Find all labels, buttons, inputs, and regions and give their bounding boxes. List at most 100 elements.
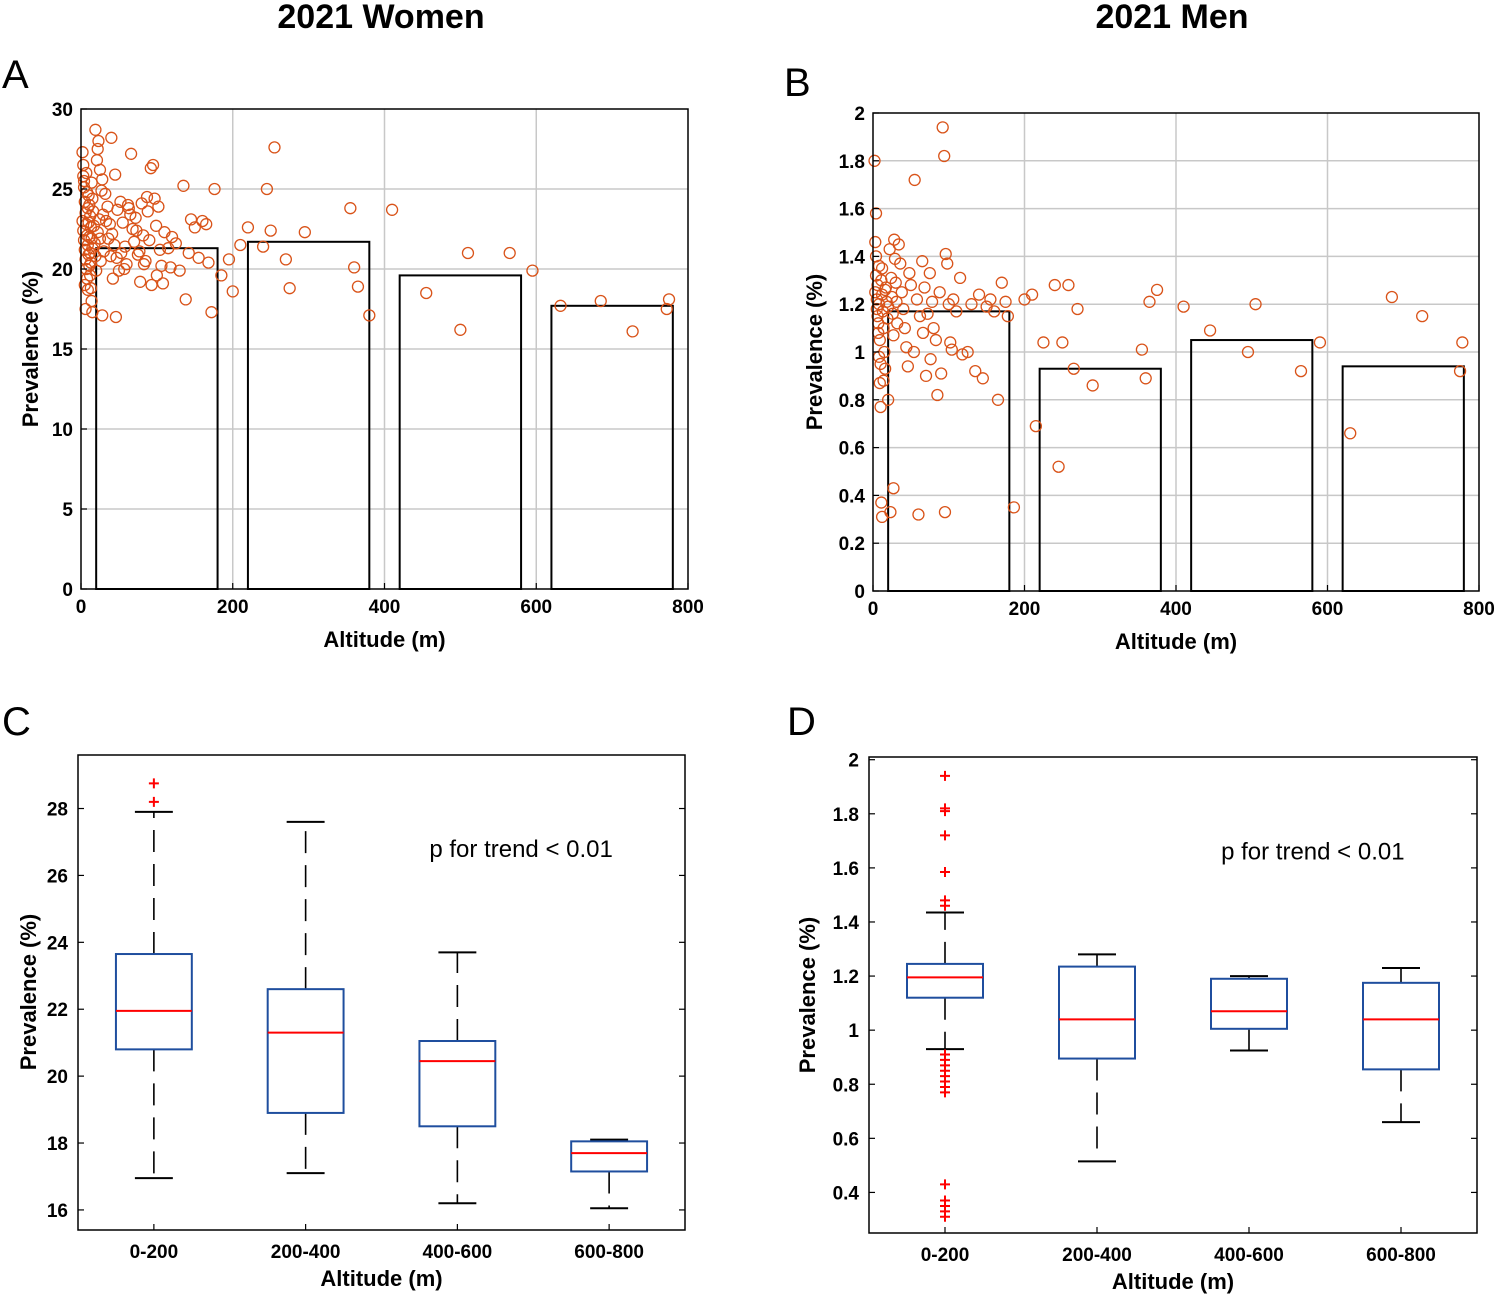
scatter-point [124,208,137,221]
iqr-box [114,953,193,1051]
scatter-point [1048,278,1061,292]
scatter-point [936,121,949,134]
x-tick-label: 200-400 [1062,1245,1132,1266]
scatter-point [903,266,916,280]
scatter-point [875,510,889,524]
outlier-marker [940,1211,950,1222]
scatter-point [918,281,931,294]
scatter-point [1139,372,1152,385]
scatter-point [298,226,311,239]
scatter-point [878,283,892,297]
scatter-point [941,257,954,270]
y-axis-label: Prevalence (%) [802,274,827,431]
scatter-point [892,238,905,251]
x-tick-label: 200-400 [271,1242,341,1263]
scatter-point [130,224,143,237]
y-tick-label: 2 [848,751,859,772]
y-tick-label: 16 [47,1201,68,1222]
trend-annotation: p for trend < 0.01 [429,836,612,863]
outlier-marker [940,806,950,817]
panel-b-chart: 0 200 400 600 800 0 0.2 0.4 0.6 0.8 1 1.2 1.4 1.6 1.8 2… [802,104,1495,654]
scatter-point [1150,283,1164,297]
y-tick-label: 0.4 [833,1183,860,1204]
scatter-point [99,187,112,200]
scatter-point [882,393,895,406]
scatter-point [890,295,903,308]
x-axis-label: Altitude (m) [1115,629,1237,654]
scatter-point [938,505,952,519]
y-tick-label: 10 [52,420,73,441]
scatter-point [875,496,888,509]
scatter-point [944,336,957,349]
scatter-point [143,234,156,247]
outlier-marker [940,1179,950,1190]
scatter-point [222,253,236,266]
scatter-point [878,362,892,375]
scatter-point [988,305,1001,318]
scatter-point [1135,343,1149,356]
scatter-point [874,400,887,414]
panel-a-chart: 0 200 400 600 800 0 5 10 15 20 25 30 Altitude (m) Pre… [18,100,704,652]
scatter-point [109,310,123,324]
scatter-point [264,224,277,237]
iqr-box [266,988,345,1114]
iqr-box [1210,977,1288,1030]
scatter-point [420,286,433,300]
scatter-point [92,134,105,148]
y-tick-label: 0 [854,582,865,603]
scatter-point [660,302,673,316]
scatter-point [156,277,170,290]
scatter-point [351,280,365,293]
scatter-point [869,235,882,249]
scatter-point [169,237,182,250]
iqr-box [906,962,984,999]
scatter-point [1313,336,1327,349]
scatter-point [124,147,138,160]
scatter-point [1071,302,1084,316]
scatter-point [1067,362,1080,375]
scatter-point [1344,427,1357,440]
scatter-point [872,259,886,273]
scatter-point [554,299,567,312]
scatter-point [137,258,151,271]
scatter-point [165,230,179,244]
scatter-point [148,192,161,205]
scatter-point [904,278,918,292]
scatter-point [152,200,165,213]
x-axis-label: Altitude (m) [323,627,445,652]
scatter-point [155,259,168,272]
scatter-point [115,246,128,260]
y-tick-label: 1 [854,343,865,364]
scatter-point [921,307,934,320]
scatter-point [344,202,357,215]
x-tick-label: 800 [672,597,704,618]
scatter-point [939,247,952,261]
scatter-point [969,364,982,378]
scatter-point [931,388,944,402]
scatter-point [889,276,902,289]
scatter-point [461,246,475,260]
iqr-box [418,1040,497,1128]
scatter-point [1143,295,1156,308]
x-tick-label: 400 [369,597,401,618]
scatter-point [363,309,376,322]
outlier-marker [940,770,950,781]
y-tick-label: 1.8 [833,805,859,826]
scatter-point [145,278,158,292]
scatter-point [215,269,228,282]
outlier-marker [940,1087,950,1098]
scatter-point [188,221,201,234]
scatter-point [177,179,190,192]
y-tick-label: 0.6 [839,439,865,460]
y-tick-label: 1.6 [833,859,859,880]
x-tick-label: 0-200 [921,1245,970,1266]
scatter-point [1056,336,1069,349]
iqr-box [1362,981,1440,1071]
scatter-point [894,257,907,270]
y-tick-label: 20 [47,1067,68,1088]
scatter-point [1456,336,1469,349]
scatter-point [103,218,116,231]
y-axis-label: Prevalence (%) [795,917,820,1074]
scatter-point [385,203,399,216]
scatter-point [929,333,943,347]
